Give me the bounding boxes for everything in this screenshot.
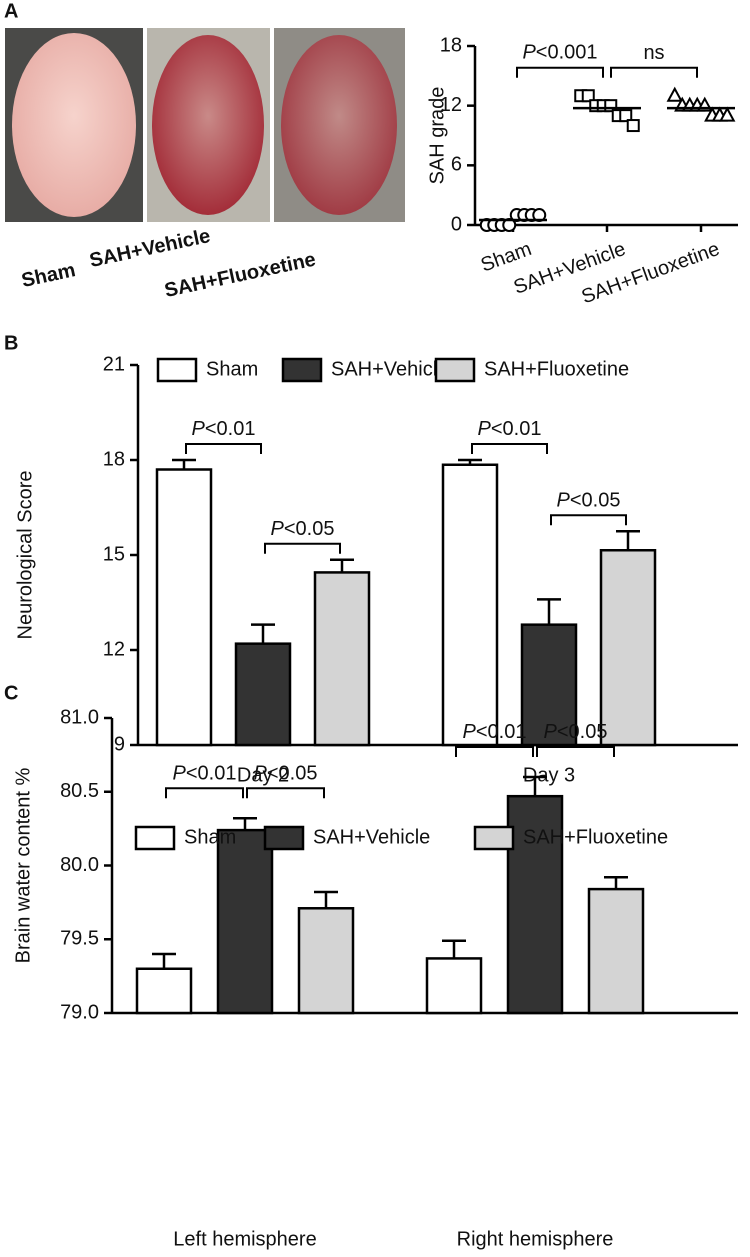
photo-label: SAH+Vehicle	[88, 225, 213, 272]
y-tick-label: 80.5	[60, 780, 99, 802]
data-point	[626, 119, 640, 133]
bar	[297, 907, 355, 1015]
photo-label: SAH+Fluoxetine	[163, 249, 318, 303]
legend-label: SAH+Fluoxetine	[523, 826, 668, 848]
x-tick-label: Sham	[478, 238, 535, 277]
comparison-label: P<0.01	[478, 418, 542, 440]
comparison-bracket	[165, 787, 244, 799]
y-tick-label: 81.0	[60, 706, 99, 728]
legend-swatch	[263, 825, 305, 851]
data-point	[604, 99, 618, 113]
comparison-bracket	[185, 443, 262, 454]
photo-panel	[5, 28, 405, 222]
bar	[506, 794, 564, 1015]
comparison-bracket	[610, 66, 698, 78]
comparison-bracket	[471, 443, 548, 454]
comparison-label: P<0.01	[173, 763, 237, 785]
legend-label: Sham	[184, 826, 236, 848]
y-tick-label: 80.0	[60, 854, 99, 876]
comparison-bracket	[550, 514, 627, 526]
bar	[234, 642, 292, 747]
comparison-bracket	[246, 787, 325, 799]
comparison-bracket	[264, 542, 341, 554]
y-axis-label: Neurological Score	[14, 471, 36, 640]
brain-shape	[12, 33, 136, 217]
legend-swatch	[434, 357, 476, 383]
y-tick-label: 79.0	[60, 1001, 99, 1023]
x-tick-label: Day 3	[523, 764, 575, 786]
x-tick-label: Left hemisphere	[173, 1228, 316, 1250]
data-point	[619, 109, 633, 123]
bar	[155, 468, 213, 747]
legend-swatch	[281, 357, 323, 383]
legend-label: SAH+Vehicle	[331, 358, 448, 380]
legend-label: SAH+Vehicle	[313, 826, 430, 848]
comparison-label: P<0.01	[192, 418, 256, 440]
comparison-bracket	[536, 746, 615, 757]
photo-label: Sham	[20, 259, 78, 292]
panel-letter: B	[4, 332, 18, 354]
bar	[425, 957, 483, 1015]
legend-label: SAH+Fluoxetine	[484, 358, 629, 380]
comparison-label: P<0.001	[522, 42, 597, 64]
x-tick-label: Day 2	[237, 764, 289, 786]
comparison-label: P<0.05	[544, 721, 608, 743]
legend-swatch	[134, 825, 176, 851]
y-tick-label: 12	[103, 638, 125, 660]
bar	[135, 967, 193, 1015]
comparison-label: ns	[643, 42, 664, 64]
comparison-label: P<0.01	[463, 721, 527, 743]
panel-letter: A	[4, 0, 18, 22]
brain-shape	[281, 35, 397, 215]
y-tick-label: 18	[440, 34, 462, 56]
data-point	[666, 86, 683, 102]
x-tick-label: Right hemisphere	[457, 1228, 614, 1250]
comparison-label: P<0.05	[254, 763, 318, 785]
y-tick-label: 79.5	[60, 928, 99, 950]
comparison-bracket	[455, 746, 534, 757]
bar	[313, 571, 371, 747]
y-tick-label: 12	[440, 94, 462, 116]
comparison-bracket	[516, 66, 604, 78]
comparison-label: P<0.05	[557, 490, 621, 512]
panel-letter: C	[4, 682, 18, 704]
comparison-label: P<0.05	[271, 518, 335, 540]
bar	[520, 623, 578, 747]
y-tick-label: 21	[103, 353, 125, 375]
y-tick-label: 9	[114, 733, 125, 755]
bar	[441, 463, 499, 747]
bar	[216, 828, 274, 1015]
bar	[587, 887, 645, 1015]
y-axis-label: Brain water content %	[12, 767, 34, 963]
brain-shape	[152, 35, 264, 215]
y-tick-label: 18	[103, 448, 125, 470]
legend-swatch	[473, 825, 515, 851]
y-tick-label: 0	[451, 213, 462, 235]
legend-swatch	[156, 357, 198, 383]
legend-label: Sham	[206, 358, 258, 380]
data-point	[719, 106, 736, 122]
y-tick-label: 6	[451, 154, 462, 176]
y-tick-label: 15	[103, 543, 125, 565]
bar	[599, 549, 657, 747]
y-axis-label: SAH grade	[426, 87, 448, 185]
data-point	[581, 89, 595, 103]
